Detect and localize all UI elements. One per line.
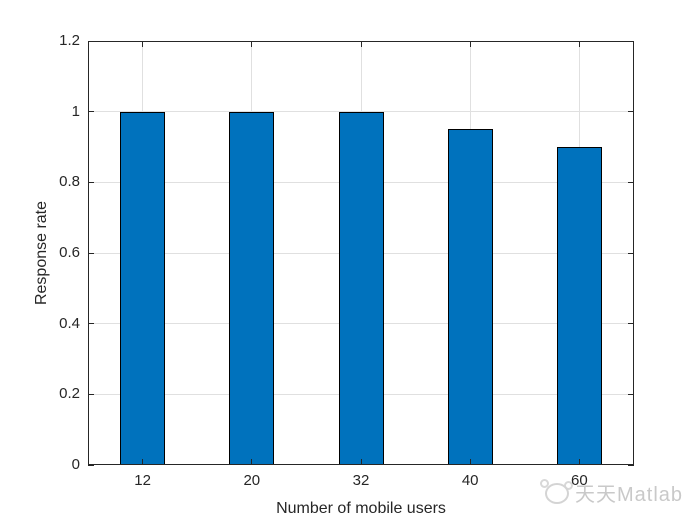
x-tick-bottom xyxy=(142,459,144,465)
x-tick-label: 20 xyxy=(243,472,261,489)
watermark: 天天Matlab xyxy=(537,478,683,507)
x-tick-label: 40 xyxy=(461,472,479,489)
y-tick-right xyxy=(628,111,634,113)
y-tick-left xyxy=(88,40,94,42)
y-tick-right xyxy=(628,40,634,42)
x-tick-top xyxy=(360,41,362,47)
x-axis-label: Number of mobile users xyxy=(276,500,446,517)
bar-40 xyxy=(447,129,493,465)
y-tick-right xyxy=(628,323,634,325)
x-tick-bottom xyxy=(469,459,471,465)
watermark-text: 天天Matlab xyxy=(575,484,684,506)
x-tick-label: 12 xyxy=(134,472,151,489)
y-tick-label: 0.6 xyxy=(59,244,80,261)
y-tick-left xyxy=(88,323,94,325)
y-tick-label: 0.4 xyxy=(59,314,80,332)
bar-60 xyxy=(556,147,602,465)
y-tick-left xyxy=(88,181,94,183)
y-tick-label: 0.2 xyxy=(59,385,80,403)
watermark-icon-ear-left xyxy=(540,478,549,488)
x-tick-bottom xyxy=(360,459,362,465)
x-tick-bottom xyxy=(578,459,580,465)
y-tick-label: 0.8 xyxy=(59,173,80,191)
x-tick-bottom xyxy=(251,459,253,465)
x-tick-top xyxy=(469,41,471,47)
x-tick-label: 60 xyxy=(571,472,588,489)
y-tick-right xyxy=(628,464,634,466)
panda-face-icon xyxy=(537,478,575,507)
bar-32 xyxy=(338,111,384,465)
y-axis-label: Response rate xyxy=(33,200,50,306)
y-tick-label: 1.2 xyxy=(59,32,80,49)
y-tick-right xyxy=(628,252,634,254)
y-tick-left xyxy=(88,393,94,395)
bar-12 xyxy=(120,111,166,465)
x-tick-top xyxy=(142,41,144,47)
x-tick-top xyxy=(578,41,580,47)
watermark-icon-face xyxy=(545,482,569,504)
y-tick-left xyxy=(88,252,94,254)
bar-20 xyxy=(229,111,275,465)
x-tick-label: 32 xyxy=(352,472,370,489)
y-tick-left xyxy=(88,464,94,466)
plot-area xyxy=(88,40,634,466)
y-tick-left xyxy=(88,111,94,113)
x-tick-top xyxy=(251,41,253,47)
y-tick-label: 1 xyxy=(71,102,80,120)
y-tick-label: 0 xyxy=(71,456,80,473)
y-tick-right xyxy=(628,181,634,183)
y-tick-right xyxy=(628,393,634,395)
